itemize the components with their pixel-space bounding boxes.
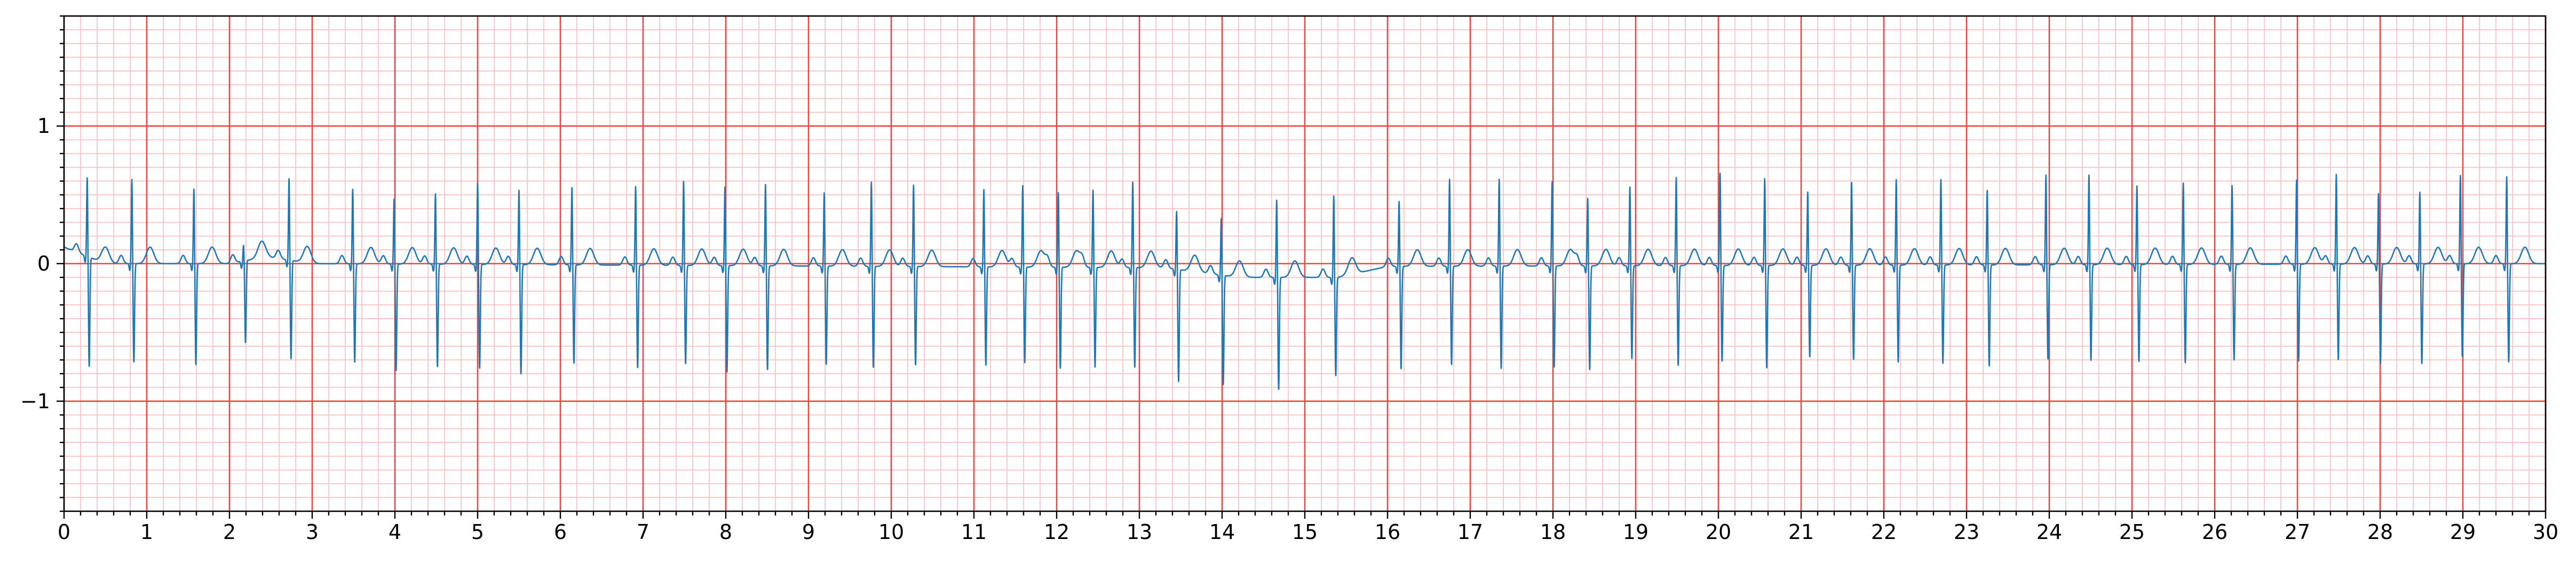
x-tick-label: 20 [1706, 520, 1731, 544]
x-tick-label: 1 [140, 520, 153, 544]
major-grid [63, 16, 2547, 511]
x-tick-label: 23 [1954, 520, 1979, 544]
x-tick-label: 14 [1209, 520, 1235, 544]
ecg-trace-line [64, 172, 2546, 390]
x-tick-label: 19 [1623, 520, 1648, 544]
x-tick-label: 13 [1127, 520, 1152, 544]
x-tick-label: 3 [306, 520, 319, 544]
x-tick-label: 5 [471, 520, 484, 544]
x-tick-labels: 0 1 2 3 4 5 6 7 8 9 10 11 12 13 14 15 16 17 18 19 20 21 22 23 24… [58, 520, 2558, 544]
x-tick-label: 8 [719, 520, 732, 544]
x-tick-label: 12 [1044, 520, 1069, 544]
y-tick-label: 0 [37, 252, 50, 275]
x-tick-label: 11 [961, 520, 987, 544]
x-tick-label: 9 [802, 520, 815, 544]
y-tick-label: 1 [37, 114, 50, 138]
y-tick-label: −1 [20, 390, 50, 413]
x-tick-label: 28 [2367, 520, 2393, 544]
x-tick-label: 21 [1788, 520, 1814, 544]
x-tick-label: 6 [554, 520, 567, 544]
ecg-signal-layer [64, 172, 2546, 390]
x-tick-label: 30 [2533, 520, 2558, 544]
x-tick-label: 16 [1375, 520, 1400, 544]
axes [57, 15, 2547, 519]
x-tick-label: 26 [2202, 520, 2228, 544]
x-tick-label: 4 [389, 520, 401, 544]
x-tick-label: 24 [2036, 520, 2062, 544]
x-tick-label: 29 [2450, 520, 2476, 544]
x-tick-label: 25 [2119, 520, 2145, 544]
x-tick-label: 18 [1540, 520, 1566, 544]
x-tick-label: 10 [878, 520, 904, 544]
x-tick-label: 15 [1292, 520, 1318, 544]
x-tick-label: 27 [2285, 520, 2310, 544]
y-tick-labels: −1 0 1 [20, 114, 50, 413]
x-tick-label: 0 [58, 520, 70, 544]
x-tick-label: 17 [1457, 520, 1483, 544]
x-tick-label: 2 [223, 520, 236, 544]
x-tick-label: 7 [637, 520, 649, 544]
x-tick-label: 22 [1871, 520, 1897, 544]
